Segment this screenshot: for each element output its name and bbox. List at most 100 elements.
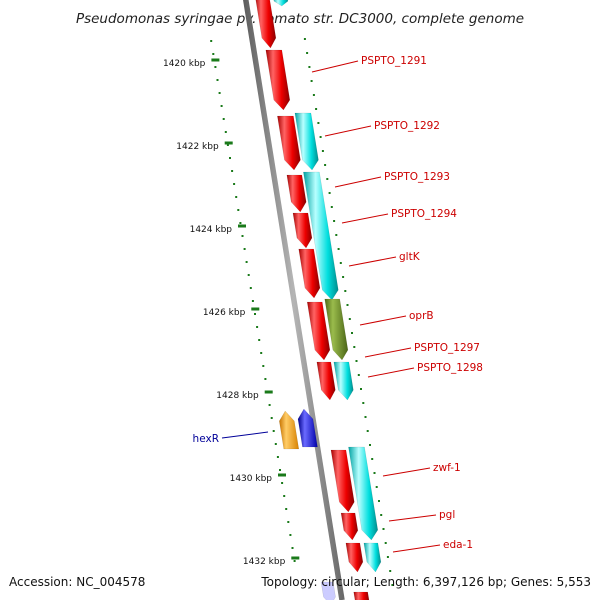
feature-track-dot	[312, 94, 315, 96]
label-leader-line	[334, 176, 382, 188]
gene-label-oprb[interactable]: oprB	[409, 310, 434, 322]
gene-arrow-pspto-1292	[294, 112, 319, 171]
gene-label-hexr[interactable]: hexR	[193, 433, 219, 445]
gene-label-pgl[interactable]: pgl	[439, 509, 455, 521]
label-leader-line	[367, 367, 415, 378]
gene-label-pspto-1294[interactable]: PSPTO_1294	[391, 208, 457, 220]
cds-arrow-zwf-1	[330, 449, 355, 513]
label-leader-line	[364, 347, 412, 358]
gene-arrow-pspto-1293-1294	[303, 171, 339, 301]
feature-track-dot	[319, 136, 322, 138]
map-title: Pseudomonas syringae pv. tomato str. DC3…	[76, 11, 524, 27]
gene-arrow-hexr	[279, 410, 300, 450]
tick-track-dot	[218, 92, 221, 94]
tick-track-dot	[224, 131, 227, 133]
cds-arrow-partial	[255, 0, 277, 49]
cds-arrow-pspto-1298	[316, 361, 336, 401]
gene-arrow-zwf-1-pgl	[348, 446, 379, 541]
feature-track-dot	[306, 52, 309, 54]
tick-track-dot	[264, 378, 267, 380]
feature-track-dot	[378, 500, 380, 502]
cds-arrow-oprb	[306, 301, 331, 361]
feature-partial-bottom	[320, 581, 336, 600]
tick-track-dot	[212, 53, 215, 55]
cds-arrow-partial-bottom	[353, 591, 370, 600]
tick-mark	[278, 473, 286, 477]
tick-mark	[211, 58, 220, 62]
feature-track-dot	[346, 304, 349, 306]
label-leader-line	[341, 213, 389, 224]
tick-marks: 1420 kbp 1422 kbp 1424 kbp 1426 kbp 1428 kbp…	[163, 58, 300, 567]
gene-label-pspto-1291[interactable]: PSPTO_1291	[361, 55, 427, 67]
tick-track-dot	[235, 196, 238, 198]
tick-track-dot	[229, 157, 231, 159]
feature-track-dot	[321, 150, 324, 152]
tick-track-dot	[254, 313, 256, 315]
tick-track-dot	[233, 183, 236, 185]
tick-track-dot	[279, 469, 281, 471]
feature-track-dot	[344, 290, 347, 292]
tick-mark	[224, 141, 233, 145]
feature-track-dot	[364, 416, 367, 418]
cds-arrow-hexr	[297, 408, 318, 448]
feature-track-dot	[335, 234, 338, 236]
feature-track-dot	[353, 346, 356, 348]
feature-track-dot	[308, 66, 311, 68]
tick-track-dot	[285, 508, 288, 510]
label-leader-line	[221, 431, 269, 439]
feature-track-dot	[371, 458, 374, 460]
tick-label: 1432 kbp	[243, 557, 286, 567]
feature-track-dot	[389, 570, 392, 572]
feature-track-dot	[355, 360, 358, 362]
tick-mark	[251, 307, 260, 311]
tick-track-dot	[287, 521, 290, 523]
label-leader-line	[359, 315, 407, 326]
tick-label: 1430 kbp	[230, 474, 273, 484]
tick-label: 1420 kbp	[163, 59, 206, 69]
tick-track-dot	[272, 430, 275, 432]
tick-track-dot	[276, 456, 279, 458]
tick-label: 1428 kbp	[216, 391, 259, 401]
tick-track-dot	[210, 40, 213, 42]
gene-arrow-eda-1	[363, 542, 382, 573]
gene-label-pspto-1297[interactable]: PSPTO_1297	[414, 342, 480, 354]
tick-track-dot	[291, 547, 294, 549]
feature-track-dot	[386, 556, 389, 558]
feature-track-dot	[373, 472, 376, 474]
label-leader-line	[392, 544, 441, 553]
feature-track-dot	[357, 374, 360, 376]
feature-track-dot	[351, 332, 353, 334]
gene-label-pspto-1293[interactable]: PSPTO_1293	[384, 171, 450, 183]
misc-feature-oprb	[324, 298, 349, 361]
tick-mark	[238, 224, 246, 228]
label-leader-line	[348, 256, 397, 267]
gene-labels: PSPTO_1291 PSPTO_1292 PSPTO_1293 PSPTO_1294…	[193, 55, 483, 553]
tick-track-dot	[249, 287, 252, 289]
gene-label-eda-1[interactable]: eda-1	[443, 539, 473, 551]
feature-track-dot	[342, 276, 345, 278]
tick-track-dot	[251, 300, 254, 302]
tick-track-dot	[258, 339, 261, 341]
feature-track-dot	[384, 542, 387, 544]
feature-track-dot	[326, 178, 329, 180]
tick-track-dot	[283, 495, 286, 497]
feature-track-dot	[337, 248, 340, 250]
gene-label-gltk[interactable]: gltK	[399, 251, 421, 263]
feature-track-dot	[333, 220, 336, 222]
tick-track-dot	[247, 274, 250, 276]
feature-track-dot	[339, 262, 342, 264]
cds-arrow-eda-1	[345, 542, 364, 573]
cds-arrow-pspto-1292	[277, 115, 301, 171]
tick-track-dot	[237, 209, 240, 211]
feature-track-dot	[375, 486, 378, 488]
gene-label-zwf-1[interactable]: zwf-1	[433, 462, 461, 474]
tick-track-dot	[289, 534, 292, 536]
feature-track-dot	[328, 192, 331, 194]
cds-arrow-pgl	[340, 512, 359, 541]
gene-label-pspto-1292[interactable]: PSPTO_1292	[374, 120, 440, 132]
feature-track-dot	[310, 80, 313, 82]
gene-label-pspto-1298[interactable]: PSPTO_1298	[417, 362, 483, 374]
tick-track-dot	[243, 248, 246, 250]
label-leader-line	[324, 125, 372, 137]
tick-track-dot	[216, 79, 219, 81]
